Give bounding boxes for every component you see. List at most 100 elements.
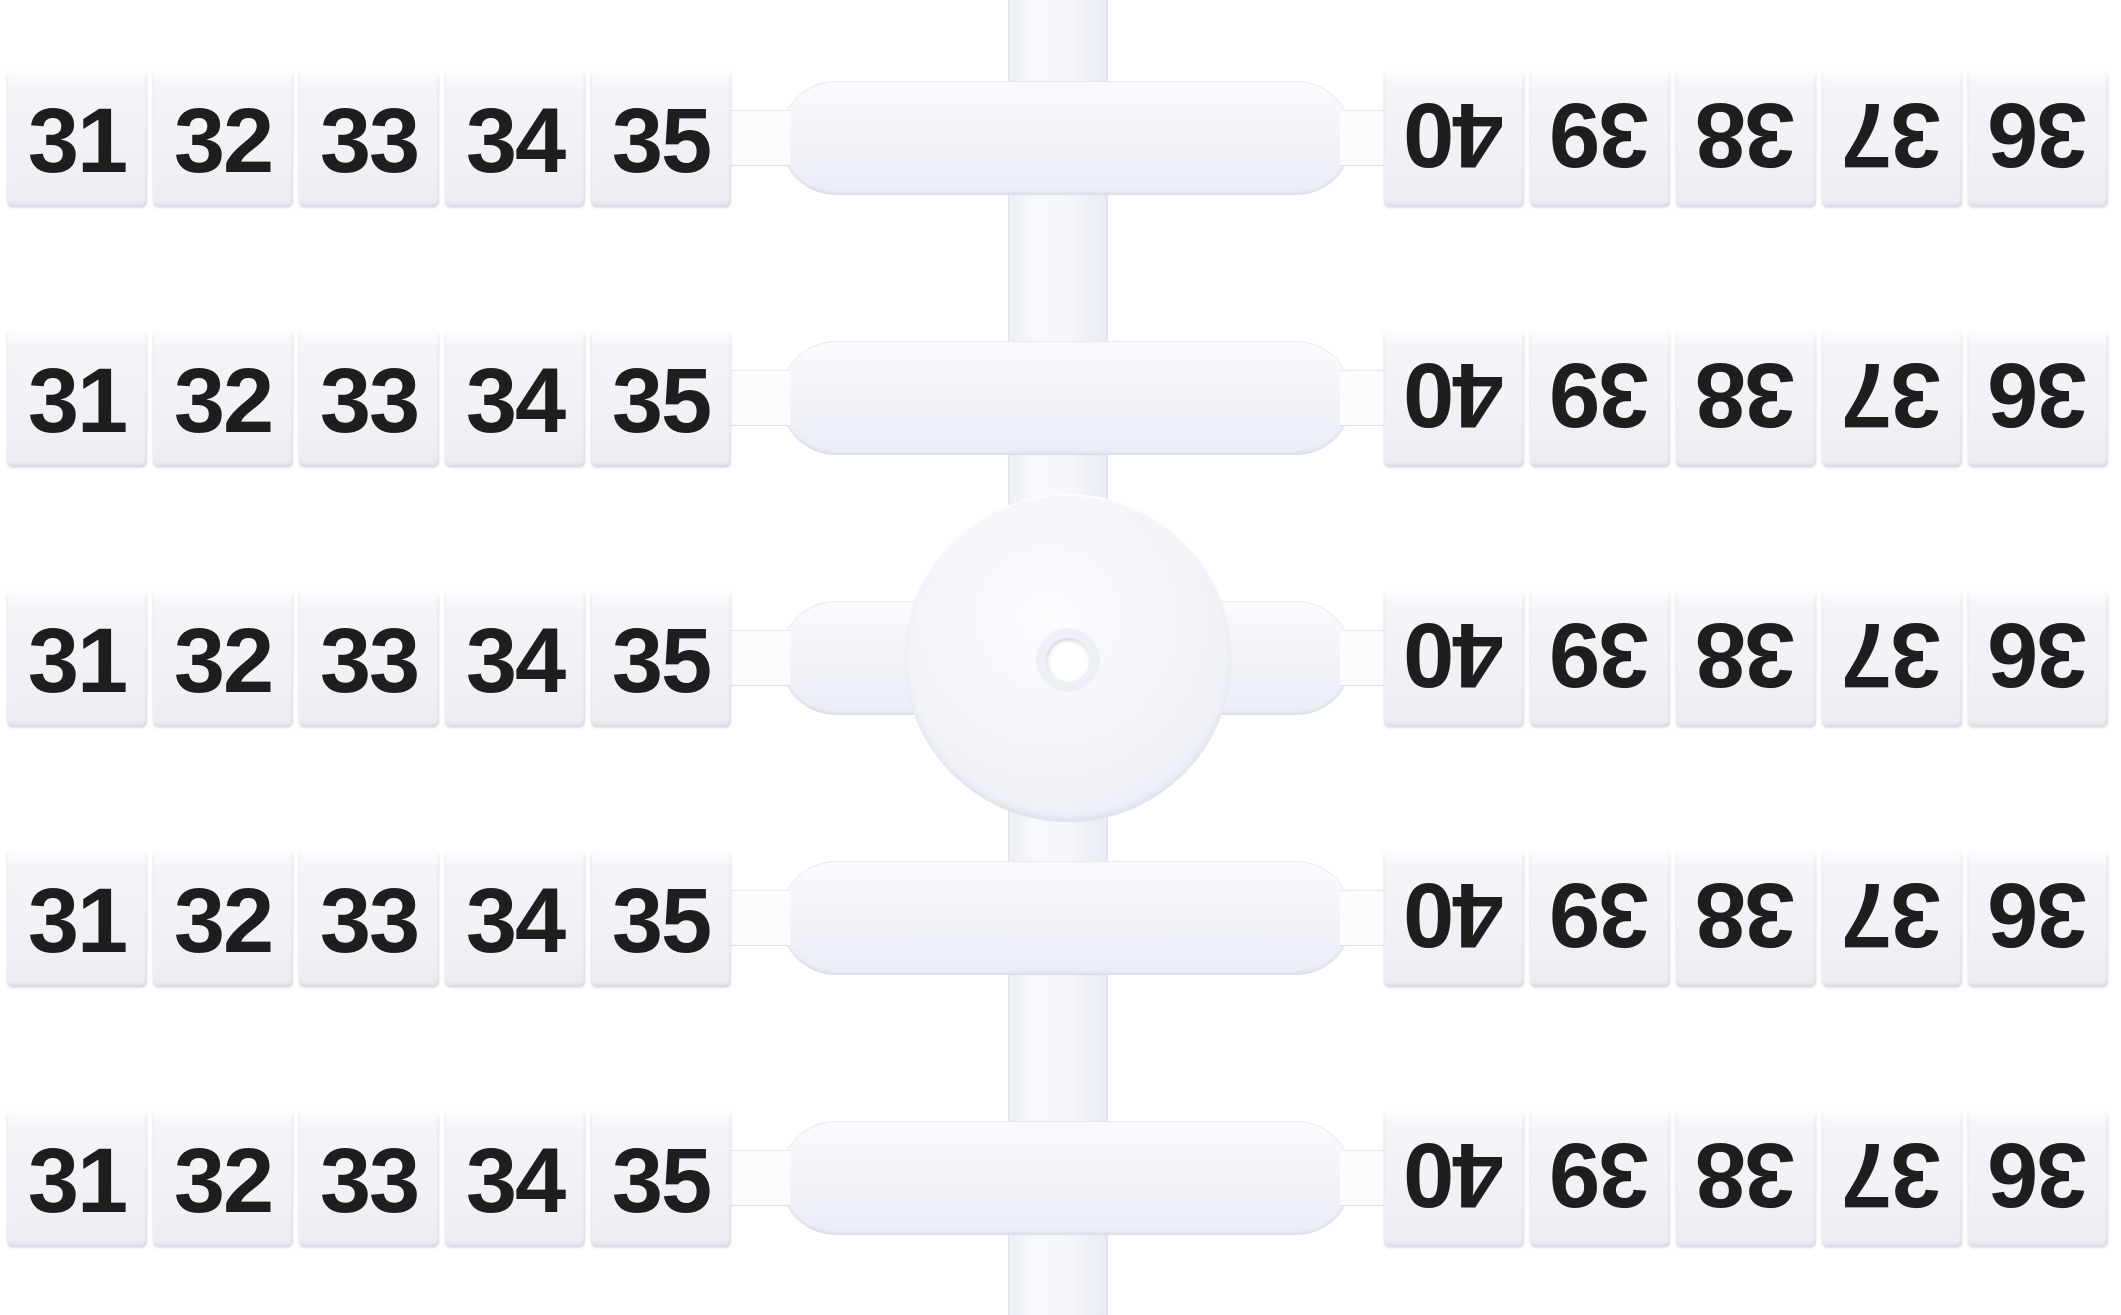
marker-tile-36: 36 xyxy=(1968,589,2108,727)
marker-strip-right: 40 39 38 37 36 xyxy=(1384,329,2108,467)
marker-tile-33: 33 xyxy=(299,329,439,467)
marker-tile-38: 38 xyxy=(1676,329,1816,467)
marker-number: 40 xyxy=(1404,1124,1504,1226)
sprue-center-disc xyxy=(904,494,1232,822)
marker-tile-36: 36 xyxy=(1968,1109,2108,1247)
marker-tile-34: 34 xyxy=(445,849,585,987)
marker-tile-35: 35 xyxy=(591,1109,731,1247)
marker-number: 34 xyxy=(465,1130,566,1232)
sprue-neck-left xyxy=(726,630,790,686)
marker-tile-38: 38 xyxy=(1676,69,1816,207)
marker-number: 33 xyxy=(319,350,420,452)
marker-number: 35 xyxy=(611,1130,712,1232)
marker-number: 35 xyxy=(611,870,712,972)
marker-tile-39: 39 xyxy=(1530,329,1670,467)
marker-number: 36 xyxy=(1988,864,2088,966)
marker-number: 40 xyxy=(1404,84,1504,186)
marker-number: 37 xyxy=(1842,864,1942,966)
marker-number: 35 xyxy=(611,90,712,192)
sprue-neck-left xyxy=(726,110,790,166)
marker-tile-36: 36 xyxy=(1968,329,2108,467)
marker-number: 38 xyxy=(1696,864,1796,966)
marker-tile-31: 31 xyxy=(7,1109,147,1247)
marker-tile-32: 32 xyxy=(153,329,293,467)
marker-tile-37: 37 xyxy=(1822,849,1962,987)
marker-strip-left: 31 32 33 34 35 xyxy=(7,329,731,467)
marker-tile-36: 36 xyxy=(1968,69,2108,207)
marker-tile-31: 31 xyxy=(7,849,147,987)
marker-number: 40 xyxy=(1404,864,1504,966)
marker-number: 39 xyxy=(1550,604,1650,706)
marker-tile-35: 35 xyxy=(591,329,731,467)
marker-number: 39 xyxy=(1550,84,1650,186)
marker-number: 34 xyxy=(465,610,566,712)
marker-number: 32 xyxy=(173,350,274,452)
marker-tile-31: 31 xyxy=(7,69,147,207)
marker-number: 36 xyxy=(1988,344,2088,446)
marker-tile-36: 36 xyxy=(1968,849,2108,987)
marker-number: 32 xyxy=(173,1130,274,1232)
marker-tile-34: 34 xyxy=(445,1109,585,1247)
marker-number: 40 xyxy=(1404,604,1504,706)
marker-tile-38: 38 xyxy=(1676,1109,1816,1247)
marker-number: 38 xyxy=(1696,84,1796,186)
sprue-neck-right xyxy=(1340,1150,1392,1206)
marker-tile-34: 34 xyxy=(445,589,585,727)
marker-strip-left: 31 32 33 34 35 xyxy=(7,589,731,727)
sprue-runner-capsule xyxy=(780,81,1352,195)
marker-tile-37: 37 xyxy=(1822,1109,1962,1247)
sprue-pilot-hole xyxy=(1046,638,1090,682)
marker-tile-39: 39 xyxy=(1530,849,1670,987)
marker-number: 38 xyxy=(1696,344,1796,446)
marker-tile-35: 35 xyxy=(591,69,731,207)
marker-tile-40: 40 xyxy=(1384,69,1524,207)
marker-tile-40: 40 xyxy=(1384,329,1524,467)
marker-number: 36 xyxy=(1988,84,2088,186)
marker-tile-33: 33 xyxy=(299,69,439,207)
marker-tile-32: 32 xyxy=(153,1109,293,1247)
sprue-neck-right xyxy=(1340,370,1392,426)
marker-number: 39 xyxy=(1550,864,1650,966)
marker-tile-40: 40 xyxy=(1384,849,1524,987)
marker-number: 39 xyxy=(1550,344,1650,446)
marker-tile-37: 37 xyxy=(1822,69,1962,207)
marker-number: 34 xyxy=(465,90,566,192)
marker-tile-37: 37 xyxy=(1822,589,1962,727)
marker-number: 34 xyxy=(465,870,566,972)
marker-tile-34: 34 xyxy=(445,329,585,467)
marker-tile-39: 39 xyxy=(1530,1109,1670,1247)
marker-number: 39 xyxy=(1550,1124,1650,1226)
marker-number: 32 xyxy=(173,90,274,192)
marker-tile-39: 39 xyxy=(1530,69,1670,207)
marker-tile-31: 31 xyxy=(7,589,147,727)
marker-tile-32: 32 xyxy=(153,849,293,987)
sprue-neck-left xyxy=(726,1150,790,1206)
marker-number: 37 xyxy=(1842,604,1942,706)
marker-tile-37: 37 xyxy=(1822,329,1962,467)
marker-tile-32: 32 xyxy=(153,69,293,207)
marker-tile-33: 33 xyxy=(299,1109,439,1247)
marker-strip-left: 31 32 33 34 35 xyxy=(7,69,731,207)
sprue-neck-right xyxy=(1340,890,1392,946)
marker-number: 31 xyxy=(27,350,128,452)
marker-number: 34 xyxy=(465,350,566,452)
marker-number: 38 xyxy=(1696,1124,1796,1226)
marker-strip-right: 40 39 38 37 36 xyxy=(1384,1109,2108,1247)
marker-tile-31: 31 xyxy=(7,329,147,467)
marker-tile-38: 38 xyxy=(1676,849,1816,987)
sprue-neck-right xyxy=(1340,630,1392,686)
sprue-neck-left xyxy=(726,370,790,426)
marker-tile-39: 39 xyxy=(1530,589,1670,727)
marker-tile-35: 35 xyxy=(591,589,731,727)
marker-tile-32: 32 xyxy=(153,589,293,727)
marker-number: 33 xyxy=(319,870,420,972)
marker-number: 32 xyxy=(173,610,274,712)
marker-number: 33 xyxy=(319,610,420,712)
sprue-runner-capsule xyxy=(780,341,1352,455)
marker-tile-40: 40 xyxy=(1384,589,1524,727)
marker-number: 31 xyxy=(27,870,128,972)
marker-number: 33 xyxy=(319,90,420,192)
marker-tile-35: 35 xyxy=(591,849,731,987)
marker-number: 40 xyxy=(1404,344,1504,446)
